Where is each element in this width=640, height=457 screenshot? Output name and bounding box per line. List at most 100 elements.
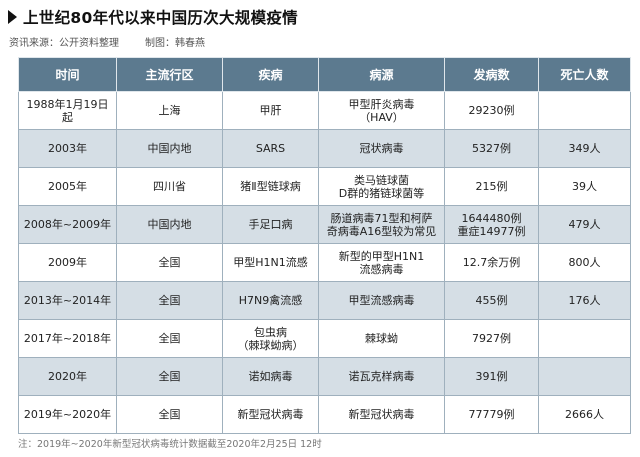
cell-time: 2003年: [18, 129, 117, 168]
footnote: 注：2019年~2020年新型冠状病毒统计数据截至2020年2月25日 12时: [18, 439, 322, 450]
cell-time-text: 2009年: [48, 256, 87, 269]
cell-region: 全国: [116, 319, 223, 358]
cell-cases: 215例: [444, 167, 539, 206]
cell-source-text: 甲型肝炎病毒 （HAV）: [348, 97, 415, 124]
cell-disease-text: 包虫病 （棘球蚴病）: [237, 325, 304, 352]
table-row: 1988年1月19日起 上海 甲肝 甲型肝炎病毒 （HAV） 29230例: [18, 91, 631, 130]
cell-time-text: 2005年: [48, 180, 87, 193]
cell-source: 新型冠状病毒: [318, 395, 445, 434]
header-source: 病源: [318, 57, 445, 92]
cell-disease-text: 甲型H1N1流感: [233, 256, 308, 269]
table-row: 2019年~2020年 全国 新型冠状病毒 新型冠状病毒 77779例 2666人: [18, 395, 631, 434]
cell-disease: 猪Ⅱ型链球病: [222, 167, 319, 206]
table-row: 2017年~2018年 全国 包虫病 （棘球蚴病） 棘球蚴 7927例: [18, 319, 631, 358]
cell-region: 全国: [116, 243, 223, 282]
table-row: 2008年~2009年 中国内地 手足口病 肠道病毒71型和柯萨 奇病毒A16型较为常…: [18, 205, 631, 244]
epidemic-table-container: 时间 主流行区 疾病 病源 发病数 死亡人数 1988年1月19日起 上海 甲肝 甲型…: [18, 57, 631, 434]
cell-source-text: 甲型流感病毒: [348, 294, 415, 307]
cell-time-text: 2013年~2014年: [23, 294, 112, 307]
cell-disease: SARS: [222, 129, 319, 168]
cell-cases-text: 77779例: [468, 408, 515, 421]
cell-disease: 手足口病: [222, 205, 319, 244]
cell-disease: 甲型H1N1流感: [222, 243, 319, 282]
cell-region-text: 全国: [158, 408, 181, 421]
cell-deaths: [538, 319, 631, 358]
table-body: 1988年1月19日起 上海 甲肝 甲型肝炎病毒 （HAV） 29230例 2003年 中国…: [18, 91, 631, 434]
cell-cases: 29230例: [444, 91, 539, 130]
table-header-row: 时间 主流行区 疾病 病源 发病数 死亡人数: [18, 57, 631, 92]
cell-time-text: 2008年~2009年: [23, 218, 112, 231]
cell-disease-text: SARS: [255, 142, 286, 155]
cell-deaths-text: 349人: [568, 142, 601, 155]
meta-info: 资讯来源：公开资料整理 制图：韩春燕: [9, 34, 231, 49]
cell-source-text: 类马链球菌 D群的猪链球菌等: [338, 173, 425, 200]
cell-source-text: 诺瓦克样病毒: [348, 370, 415, 383]
cell-time: 2017年~2018年: [18, 319, 117, 358]
cell-cases: 391例: [444, 357, 539, 396]
cell-disease: H7N9禽流感: [222, 281, 319, 320]
cell-cases: 12.7余万例: [444, 243, 539, 282]
cell-source: 甲型流感病毒: [318, 281, 445, 320]
table-row: 2009年 全国 甲型H1N1流感 新型的甲型H1N1 流感病毒 12.7余万例 800人: [18, 243, 631, 282]
cell-region-text: 全国: [158, 294, 181, 307]
table-row: 2003年 中国内地 SARS 冠状病毒 5327例 349人: [18, 129, 631, 168]
cell-disease: 包虫病 （棘球蚴病）: [222, 319, 319, 358]
cell-deaths: 800人: [538, 243, 631, 282]
cell-region-text: 中国内地: [147, 142, 192, 155]
table-row: 2020年 全国 诺如病毒 诺瓦克样病毒 391例: [18, 357, 631, 396]
cell-time: 2013年~2014年: [18, 281, 117, 320]
cell-region-text: 四川省: [153, 180, 186, 193]
cell-time: 2020年: [18, 357, 117, 396]
cell-region: 四川省: [116, 167, 223, 206]
cell-cases-text: 29230例: [468, 104, 515, 117]
epidemic-table: 时间 主流行区 疾病 病源 发病数 死亡人数 1988年1月19日起 上海 甲肝 甲型…: [18, 57, 631, 434]
cell-source: 甲型肝炎病毒 （HAV）: [318, 91, 445, 130]
cell-cases-text: 5327例: [472, 142, 511, 155]
cell-cases-text: 391例: [475, 370, 508, 383]
cell-region-text: 全国: [158, 370, 181, 383]
cell-deaths-text: 176人: [568, 294, 601, 307]
cell-region: 中国内地: [116, 129, 223, 168]
header-time: 时间: [18, 57, 117, 92]
cell-deaths: 39人: [538, 167, 631, 206]
cell-region: 全国: [116, 357, 223, 396]
cell-deaths: [538, 91, 631, 130]
cell-disease-text: 甲肝: [259, 104, 282, 117]
cell-disease-text: 诺如病毒: [248, 370, 293, 383]
title-bar: 上世纪80年代以来中国历次大规模疫情: [8, 6, 298, 28]
cell-deaths: 176人: [538, 281, 631, 320]
cell-disease: 新型冠状病毒: [222, 395, 319, 434]
cell-source: 诺瓦克样病毒: [318, 357, 445, 396]
cell-disease-text: H7N9禽流感: [238, 294, 303, 307]
cell-region-text: 中国内地: [147, 218, 192, 231]
cell-time: 2019年~2020年: [18, 395, 117, 434]
cell-cases-text: 215例: [475, 180, 508, 193]
cell-source: 新型的甲型H1N1 流感病毒: [318, 243, 445, 282]
cell-region: 全国: [116, 395, 223, 434]
cell-deaths-text: 39人: [572, 180, 597, 193]
cell-time-text: 2003年: [48, 142, 87, 155]
cell-cases-text: 455例: [475, 294, 508, 307]
header-region: 主流行区: [116, 57, 223, 92]
source-text: 资讯来源：公开资料整理: [9, 38, 119, 49]
cell-source: 冠状病毒: [318, 129, 445, 168]
cell-source-text: 肠道病毒71型和柯萨 奇病毒A16型较为常见: [326, 211, 437, 238]
cell-source-text: 冠状病毒: [359, 142, 404, 155]
cell-region-text: 全国: [158, 332, 181, 345]
cell-deaths: 2666人: [538, 395, 631, 434]
header-deaths: 死亡人数: [538, 57, 631, 92]
cell-source-text: 新型的甲型H1N1 流感病毒: [338, 249, 425, 276]
cell-region: 上海: [116, 91, 223, 130]
cell-region: 中国内地: [116, 205, 223, 244]
cell-region-text: 全国: [158, 256, 181, 269]
cell-time: 2008年~2009年: [18, 205, 117, 244]
cell-deaths-text: 2666人: [565, 408, 604, 421]
cell-deaths: [538, 357, 631, 396]
table-row: 2013年~2014年 全国 H7N9禽流感 甲型流感病毒 455例 176人: [18, 281, 631, 320]
cell-source: 类马链球菌 D群的猪链球菌等: [318, 167, 445, 206]
author-text: 制图：韩春燕: [145, 38, 205, 49]
cell-disease: 诺如病毒: [222, 357, 319, 396]
cell-deaths: 349人: [538, 129, 631, 168]
cell-disease-text: 手足口病: [248, 218, 293, 231]
cell-source-text: 新型冠状病毒: [348, 408, 415, 421]
